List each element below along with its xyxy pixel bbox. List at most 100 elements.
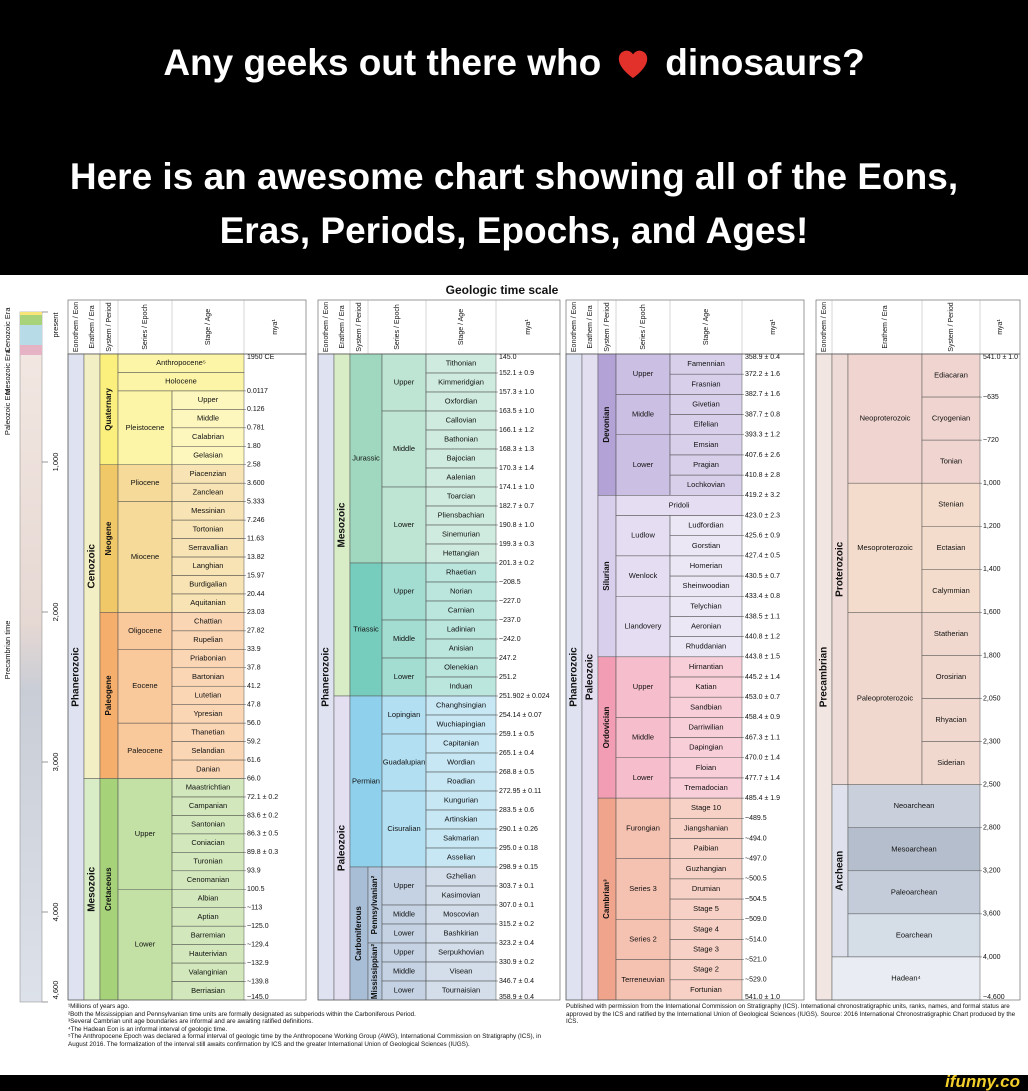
mya-label: 201.3 ± 0.2: [499, 560, 534, 567]
timeline-era-label: Cenozoic Era: [3, 307, 12, 353]
mya-label: 152.1 ± 0.9: [499, 370, 534, 377]
series-label: Upper: [394, 586, 415, 595]
stages-label: Katian: [695, 682, 716, 691]
mya-label: 83.6 ± 0.2: [247, 812, 278, 819]
mya-label: 89.8 ± 0.3: [247, 849, 278, 856]
column-header: System / Period: [356, 302, 363, 352]
stages-label: Stage 2: [693, 965, 719, 974]
mya-label: ~227.0: [499, 598, 521, 605]
column-header: System / Period: [106, 302, 113, 352]
timeline-band: [20, 325, 42, 345]
mya-label: 433.4 ± 0.8: [745, 593, 780, 600]
mya-label: 15.97: [247, 572, 265, 579]
mya-label: 72.1 ± 0.2: [247, 794, 278, 801]
series-cell: [381, 410, 427, 488]
stages-label: Darriwilian: [688, 722, 723, 731]
mya-label: 470.0 ± 1.4: [745, 755, 780, 762]
mya-label: 145.0: [499, 354, 517, 361]
stages-label: Frasnian: [691, 379, 720, 388]
systems-label: Jurassic: [352, 453, 380, 462]
stages-label: Wuchiapingian: [436, 719, 485, 728]
stages-label: Carnian: [448, 605, 474, 614]
column-header: Series / Epoch: [640, 304, 647, 350]
stages-label: Hirnantian: [689, 662, 723, 671]
eons-label: Hadean⁴: [891, 973, 921, 982]
systems-label: Cambrian³: [602, 879, 611, 919]
mya-label: 467.3 ± 1.1: [745, 734, 780, 741]
series-cell: [615, 717, 671, 758]
column-header: Erathem / Era: [587, 305, 594, 348]
mya-label: 2,800: [983, 825, 1001, 832]
stages-label: Drumian: [692, 884, 720, 893]
mya-label: 61.6: [247, 757, 261, 764]
stages-label: Callovian: [446, 415, 477, 424]
systems-label: Devonian: [602, 407, 611, 443]
series-cell: [381, 866, 427, 906]
stages-label: Jiangshanian: [684, 823, 728, 832]
stages-label: Dapingian: [689, 743, 723, 752]
systems-label: Siderian: [937, 758, 965, 767]
mya-label: 4,000: [983, 954, 1001, 961]
stages-label: Bashkirian: [443, 928, 478, 937]
stages-label: Norian: [450, 586, 472, 595]
series-label: Wenlock: [629, 571, 658, 580]
mya-label: 423.0 ± 2.3: [745, 512, 780, 519]
stages-label: Bajocian: [447, 453, 476, 462]
mya-label: 1950 CE: [247, 354, 275, 361]
mya-label: 541.0 ± 1.0: [745, 994, 780, 1001]
systems-label: Ectasian: [937, 543, 966, 552]
stages-label: Upper: [198, 395, 219, 404]
series-label: Upper: [394, 881, 415, 890]
panel-header: [565, 299, 805, 355]
stages-label: Aptian: [197, 912, 218, 921]
systems-cell: [349, 695, 383, 868]
stages-label: Stage 4: [693, 924, 719, 933]
series-label: Lower: [633, 773, 654, 782]
panel-border: [317, 353, 561, 1001]
stages-label: Visean: [450, 966, 473, 975]
series-cell: [615, 919, 671, 960]
series-cell: [381, 733, 427, 792]
eras-cell: [847, 482, 923, 613]
footnote: ¹Millions of years ago.: [68, 1003, 130, 1010]
mya-label: 247.2: [499, 655, 517, 662]
mya-label: 182.7 ± 0.7: [499, 503, 534, 510]
mya-label: 100.5: [247, 886, 265, 893]
series-label: Cisuralian: [387, 824, 420, 833]
mya-label: 445.2 ± 1.4: [745, 674, 780, 681]
mya-label: 3,200: [983, 868, 1001, 875]
stages-label: Ypresian: [193, 709, 222, 718]
footnote: ⁵The Anthropocene Epoch was declared a f…: [68, 1033, 542, 1048]
mya-label: 541.0 ± 1.0: [983, 354, 1018, 361]
eons-cell: [831, 956, 981, 1001]
series-label: Middle: [393, 909, 415, 918]
column-header: mya¹: [997, 319, 1004, 335]
stages-label: Telychian: [690, 601, 721, 610]
stages-label: Induan: [450, 681, 473, 690]
eras-cell: [847, 353, 923, 484]
mya-label: 0.126: [247, 406, 265, 413]
mya-label: 37.8: [247, 665, 261, 672]
eras-label: Paleoproterozoic: [857, 694, 914, 703]
mya-label: 33.9: [247, 646, 261, 653]
mya-label: 5.333: [247, 499, 265, 506]
mya-label: 438.5 ± 1.1: [745, 613, 780, 620]
systems-label: Rhyacian: [935, 715, 966, 724]
series-cell: [381, 657, 427, 697]
systems-cell: [921, 741, 981, 785]
eras-cell: [847, 913, 981, 958]
series-label: Miocene: [131, 552, 159, 561]
systems-cell: [921, 526, 981, 570]
series-label: Series 2: [629, 934, 657, 943]
series-cell: [615, 757, 671, 799]
stages-label: Sandbian: [690, 702, 722, 711]
credit: Published with permission from the Inter…: [566, 1003, 1016, 1026]
stages-label: Middle: [197, 414, 219, 423]
series-label: Pridoli: [669, 500, 690, 509]
stages-label: Serravallian: [188, 543, 228, 552]
mya-label: 372.2 ± 1.6: [745, 371, 780, 378]
systems-cell: [921, 655, 981, 699]
mya-label: 2,050: [983, 695, 1001, 702]
series-cell: [615, 434, 671, 496]
mya-label: 323.2 ± 0.4: [499, 940, 534, 947]
